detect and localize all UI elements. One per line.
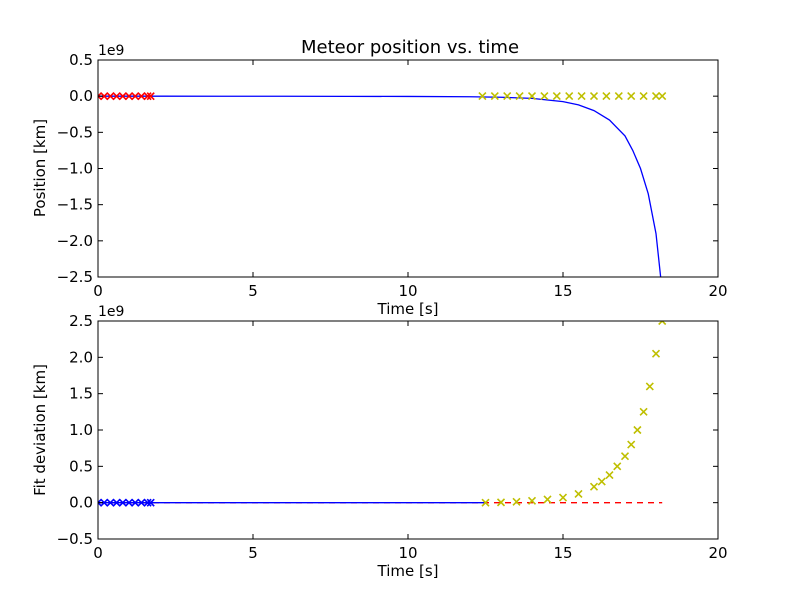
data-point	[645, 382, 654, 391]
data-point	[639, 407, 648, 416]
data-point	[143, 498, 152, 507]
data-point	[540, 92, 549, 101]
data-point	[512, 497, 521, 506]
x-axis-label: Time [s]	[377, 300, 439, 318]
plot-area	[98, 92, 667, 277]
data-point	[658, 321, 667, 326]
y-tick-label: 0.5	[69, 457, 93, 475]
data-point	[490, 92, 499, 101]
y-tick-label: 1.5	[69, 385, 93, 403]
x-tick-label: 15	[553, 544, 572, 562]
data-point	[100, 498, 109, 507]
y-tick-label: 1.0	[69, 421, 93, 439]
data-point	[651, 92, 661, 101]
y-offset-label: 1e9	[98, 304, 124, 320]
data-point	[651, 349, 661, 358]
axes-frame	[97, 320, 719, 540]
chart-title: Meteor position vs. time	[301, 37, 519, 58]
y-tick-label: 0.0	[69, 494, 93, 512]
data-point	[124, 498, 134, 507]
x-tick-label: 10	[398, 282, 417, 300]
y-axis-label: Fit deviation [km]	[31, 364, 49, 496]
x-tick-label: 10	[398, 544, 417, 562]
data-point	[605, 470, 614, 480]
data-point	[589, 482, 599, 491]
data-point	[577, 92, 586, 101]
data-point	[620, 452, 630, 461]
data-point	[118, 498, 127, 507]
data-point	[589, 92, 599, 101]
data-point	[633, 425, 642, 435]
y-tick-label: −0.5	[57, 123, 93, 141]
axes-frame	[97, 59, 719, 278]
x-tick-label: 15	[553, 282, 572, 300]
x-axis-label: Time [s]	[377, 562, 439, 580]
data-point	[614, 92, 623, 101]
y-tick-label: −1.0	[57, 160, 93, 178]
data-point	[478, 92, 487, 101]
data-point	[613, 462, 622, 471]
x-tick-label: 0	[93, 282, 103, 300]
data-point	[565, 92, 574, 101]
axes-ticks: 0 5 10 15 20 0.5 0.0 −0.5 −1.0 −1.5 −2.0 −2.5	[57, 51, 728, 300]
data-point	[100, 92, 109, 101]
data-point	[106, 92, 115, 101]
data-point	[627, 440, 636, 449]
data-point	[481, 498, 490, 507]
y-tick-label: 0.0	[69, 87, 93, 105]
data-point	[639, 92, 648, 101]
data-point	[527, 496, 537, 505]
data-point	[602, 92, 611, 101]
data-point	[146, 92, 155, 101]
data-point	[143, 92, 152, 101]
y-tick-label: −1.5	[57, 196, 93, 214]
data-point	[146, 498, 155, 507]
axes-ticks: 0 5 10 15 20 2.5 2.0 1.5 1.0 0.5 0.0 −0.5	[57, 312, 728, 562]
data-point	[98, 498, 103, 507]
y-tick-label: 2.5	[69, 312, 93, 330]
y-tick-label: 2.0	[69, 348, 93, 366]
y-axis-label: Position [km]	[31, 119, 49, 217]
data-point	[552, 92, 561, 101]
data-point	[137, 92, 146, 101]
subplot-fit-deviation: 1e9 0 5 10 15 20 2.5 2.0 1.5 1.0 0.5 0.0 −0.5 Time …	[31, 304, 728, 580]
plot-area	[98, 321, 667, 507]
y-tick-label: −2.0	[57, 232, 93, 250]
series-line	[98, 95, 662, 277]
data-point	[574, 489, 583, 499]
data-point	[112, 498, 121, 507]
data-point	[106, 498, 115, 507]
x-tick-label: 20	[708, 282, 727, 300]
x-tick-label: 20	[708, 544, 727, 562]
data-point	[597, 477, 606, 486]
data-point	[496, 498, 506, 507]
data-point	[658, 92, 667, 101]
data-point	[627, 92, 636, 101]
data-point	[515, 92, 524, 101]
x-tick-label: 5	[248, 282, 258, 300]
x-tick-label: 0	[93, 544, 103, 562]
data-point	[124, 92, 134, 101]
data-point	[137, 498, 146, 507]
data-point	[98, 92, 103, 101]
data-point	[527, 92, 537, 101]
x-tick-label: 5	[248, 544, 258, 562]
data-point	[558, 493, 568, 502]
y-tick-label: 0.5	[69, 51, 93, 69]
data-point	[131, 92, 140, 101]
data-point	[112, 92, 121, 101]
data-point	[131, 498, 140, 507]
data-point	[118, 92, 127, 101]
y-tick-label: −0.5	[57, 530, 93, 548]
y-tick-label: −2.5	[57, 268, 93, 286]
data-point	[543, 495, 552, 504]
data-point	[503, 92, 512, 101]
subplot-position: Meteor position vs. time 1e9 0 5 10 15 20 0.5…	[31, 37, 728, 318]
y-offset-label: 1e9	[98, 43, 124, 59]
